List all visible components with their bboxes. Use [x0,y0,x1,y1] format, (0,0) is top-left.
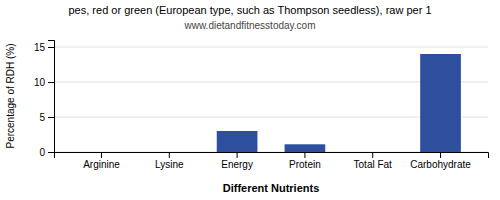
y-tick: 15 [34,42,54,53]
x-tick-mark [237,152,238,158]
bar [217,131,258,152]
bar [285,144,326,152]
bar [352,152,393,153]
x-tick-label: Total Fat [354,159,393,170]
x-tick-mark [372,152,373,158]
bar [149,152,190,153]
x-tick-mark [169,152,170,158]
title: pes, red or green (European type, such a… [69,4,432,16]
y-tick-label: 15 [34,42,46,53]
x-tick-label: Protein [289,159,321,170]
bar [81,152,122,153]
grid-line [54,47,488,48]
y-tick: 10 [34,77,54,88]
x-tick: Carbohydrate [410,152,471,170]
grid [54,47,488,152]
bar [420,54,461,152]
x-axis-line [55,153,489,159]
y-tick-mark [48,82,54,83]
y-tick: 5 [39,112,54,123]
x-tick: Lysine [155,152,184,170]
x-tick: Total Fat [354,152,393,170]
y-tick-label: 5 [39,112,45,123]
chart: 0 5 10 15 Arginine Lysine Energy Protein Total F… [0,0,500,200]
y-tick-label: 10 [34,77,46,88]
x-axis-title: Different Nutrients [223,182,320,194]
bars [217,54,461,152]
y-axis-line [48,41,55,153]
x-tick: Energy [221,152,253,170]
x-tick-label: Carbohydrate [410,159,471,170]
y-axis-title: Percentage of RDH (%) [5,43,16,148]
x-tick-mark [101,152,102,158]
subtitle: www.dietandfitnesstoday.com [184,20,316,31]
x-tick-mark [440,152,441,158]
y-tick-mark [48,152,54,153]
plot: 0 5 10 15 Arginine Lysine Energy Protein Total F… [34,41,489,171]
y-axis: 0 5 10 15 [34,41,55,158]
y-tick-mark [48,117,54,118]
x-tick-mark [304,152,305,158]
x-tick-label: Energy [221,159,253,170]
y-tick: 0 [39,147,54,158]
x-tick-label: Arginine [83,159,120,170]
x-tick: Arginine [83,152,120,170]
x-tick: Protein [289,152,321,170]
y-tick-label: 0 [39,147,45,158]
x-tick-label: Lysine [155,159,184,170]
y-tick-mark [48,47,54,48]
x-axis: Arginine Lysine Energy Protein Total Fat Carb… [55,152,489,170]
